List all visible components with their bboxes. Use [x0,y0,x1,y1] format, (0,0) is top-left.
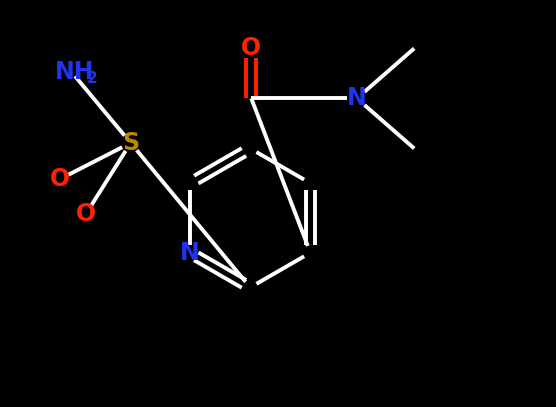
Text: N: N [180,241,200,265]
Text: NH: NH [55,60,95,84]
Text: 2: 2 [86,72,97,86]
Text: O: O [50,167,70,191]
Text: S: S [122,131,139,155]
Text: N: N [347,86,367,110]
Text: O: O [241,36,261,60]
Text: O: O [76,201,96,225]
